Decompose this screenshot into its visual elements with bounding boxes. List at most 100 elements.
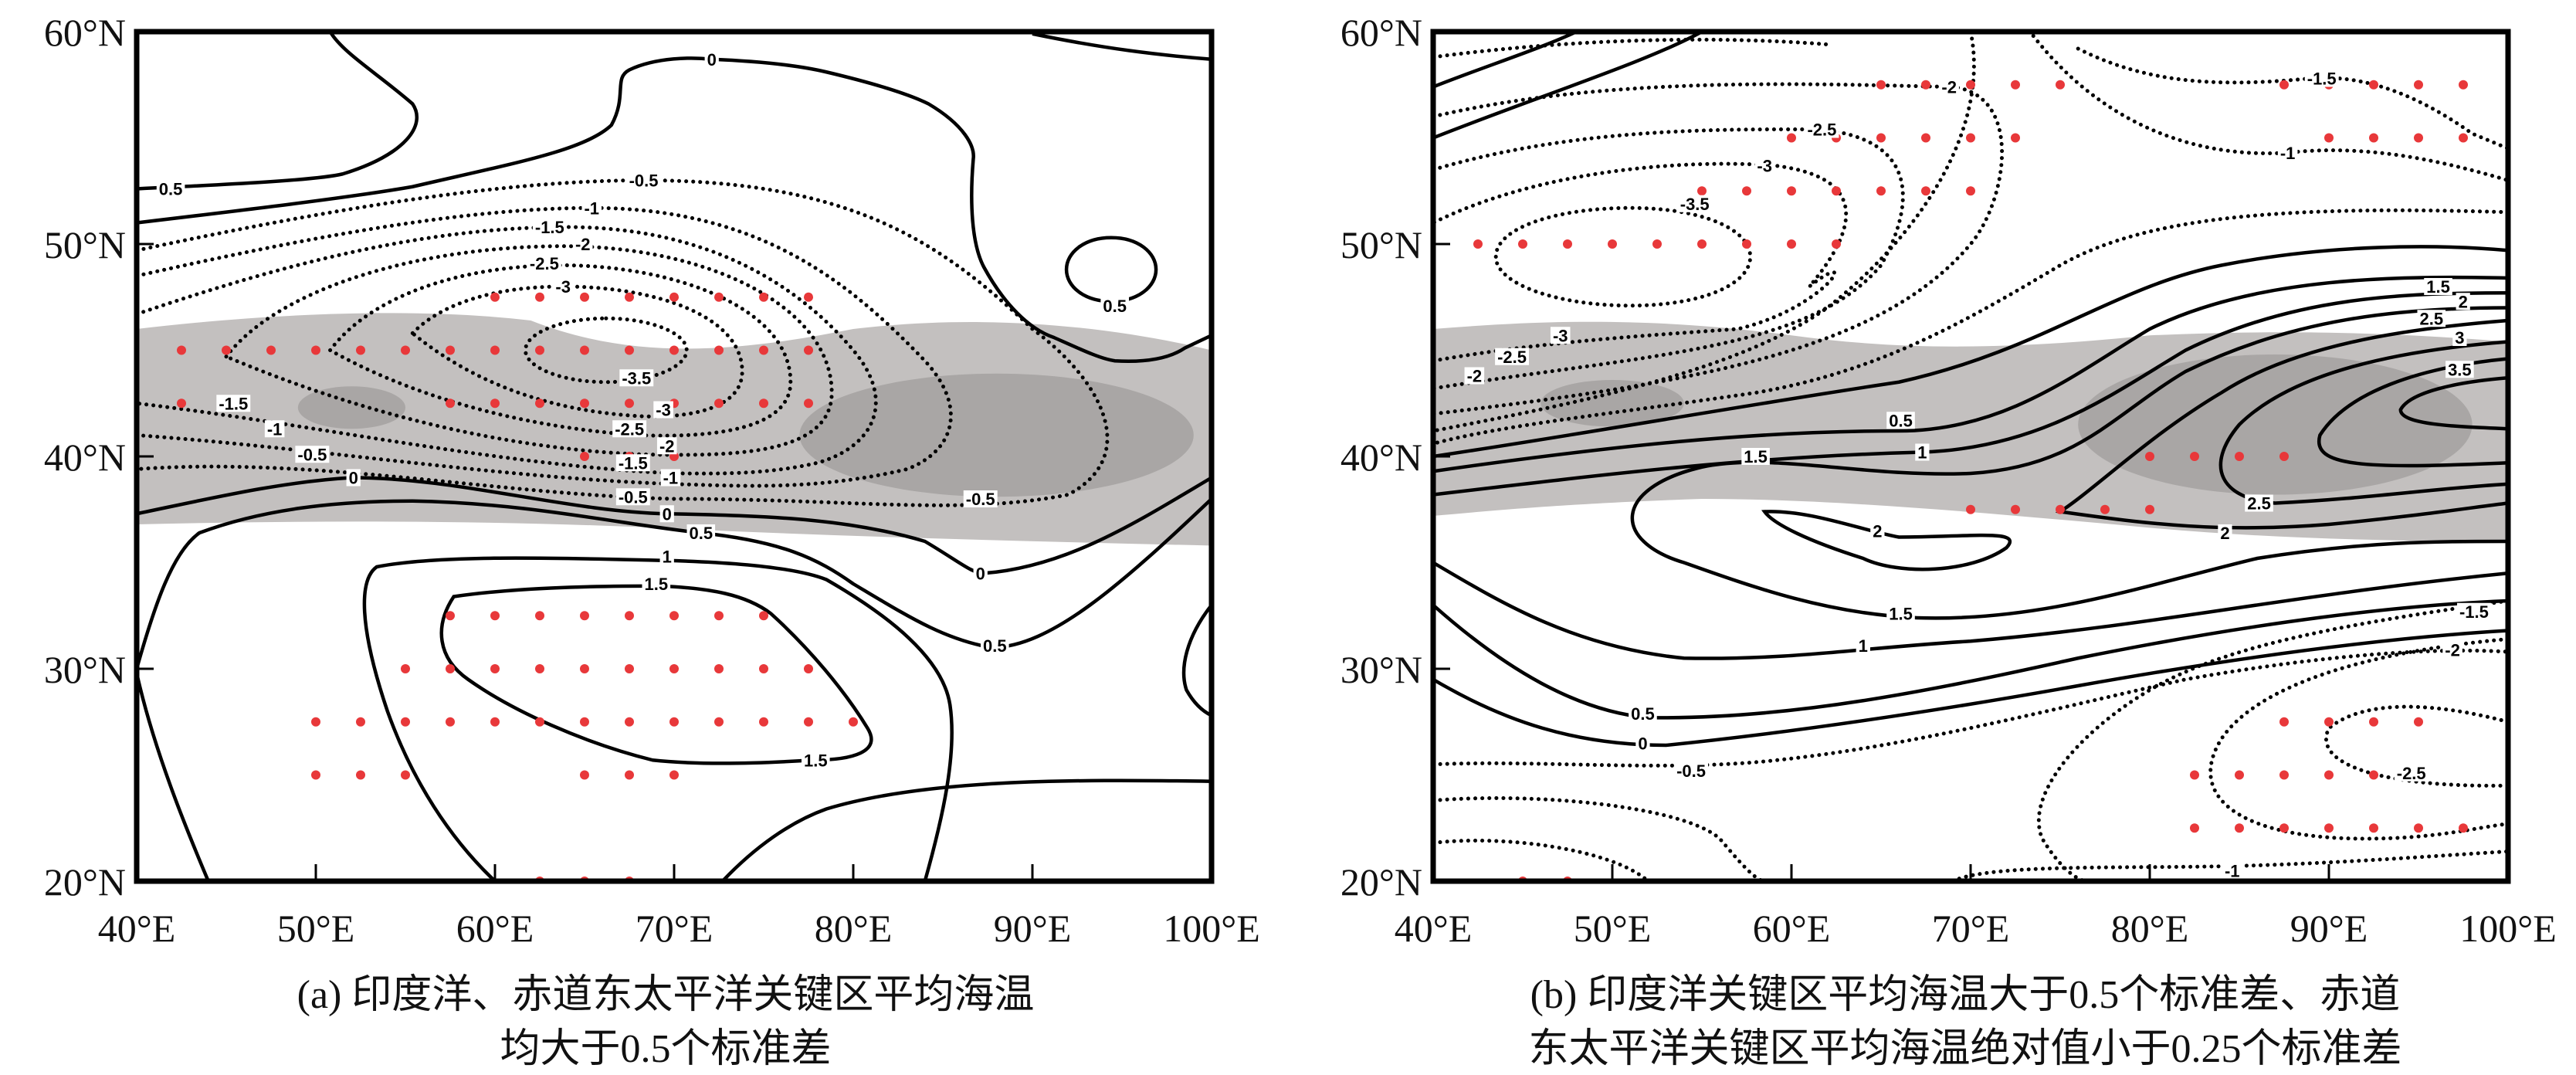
significance-dot [2145, 452, 2154, 461]
contour-label: -1 [2277, 144, 2298, 163]
contour-label: 0 [973, 564, 988, 583]
contour-label-text: 0.5 [690, 524, 713, 543]
significance-dot [2369, 717, 2378, 727]
significance-dot [669, 345, 679, 355]
contour-label: 1.5 [1886, 605, 1915, 624]
significance-dot [2279, 452, 2289, 461]
contour-label-text: 1 [663, 547, 672, 566]
contour-label: 2.5 [2245, 494, 2273, 514]
y-tick-label: 20°N [1341, 860, 1422, 904]
significance-dot [625, 664, 634, 673]
significance-dot [1608, 239, 1617, 249]
significance-dot [177, 345, 186, 355]
significance-dot [1742, 239, 1751, 249]
contour-label: -2.5 [2394, 764, 2429, 783]
contour-negative [226, 246, 832, 455]
significance-dot [759, 398, 768, 409]
x-tick-label: 100°E [2459, 907, 2557, 950]
significance-dot [535, 345, 544, 355]
significance-dot [669, 770, 679, 780]
x-tick-label: 40°E [1395, 907, 1473, 950]
contour-label: -2 [2442, 640, 2462, 660]
contour-label: -3.5 [619, 368, 654, 388]
contour-label: -2.5 [612, 419, 647, 439]
y-tick-label: 40°N [1341, 436, 1422, 479]
contour-label: -0.5 [963, 490, 998, 509]
significance-dot [1742, 186, 1751, 196]
significance-dot [625, 717, 634, 727]
contour-label-text: 2 [2459, 292, 2468, 311]
significance-dot [1832, 186, 1841, 196]
contour-label-text: 0.5 [159, 180, 183, 199]
significance-dot [2414, 80, 2423, 90]
significance-dot [759, 292, 768, 302]
contour-positive [2221, 342, 2508, 504]
significance-dot [490, 664, 500, 673]
significance-dot [804, 345, 813, 355]
significance-dot [356, 770, 365, 780]
significance-dot [580, 345, 589, 355]
significance-dot [580, 717, 589, 727]
contour-label-text: -3 [1553, 326, 1568, 345]
significance-dot [222, 345, 231, 355]
significance-dot [759, 664, 768, 673]
contour-negative [1496, 208, 1750, 306]
contour-label-text: 0.5 [1889, 411, 1913, 430]
contour-label: -2 [656, 436, 677, 456]
significance-dot [759, 345, 768, 355]
significance-dot [2011, 504, 2020, 514]
contour-label-text: 2.5 [2247, 494, 2271, 514]
contour-label: -1 [264, 419, 285, 439]
contour-label: -2.5 [1495, 348, 1530, 367]
shaded-band-dark [1541, 380, 1684, 427]
contour-label-text: 0 [1638, 734, 1647, 753]
contour-label: 0 [346, 469, 361, 488]
significance-dot [356, 717, 365, 727]
contour-label: -2 [1939, 78, 1959, 97]
significance-dot [311, 717, 320, 727]
contour-positive [1433, 32, 1577, 87]
contour-label-text: 3 [2455, 328, 2464, 348]
x-tick-label: 50°E [1574, 907, 1652, 950]
significance-dot [714, 345, 724, 355]
significance-dot [625, 611, 634, 621]
significance-dot [2279, 717, 2289, 727]
x-tick-label: 60°E [1753, 907, 1831, 950]
contour-label: 0.5 [980, 636, 1009, 656]
contour-positive [1032, 34, 1212, 59]
panel-caption-b: 东太平洋关键区平均海温绝对值小于0.25个标准差 [1528, 1027, 2401, 1071]
contour-label: -1 [581, 198, 602, 218]
x-tick-label: 100°E [1163, 907, 1260, 950]
contour-layer [1433, 32, 2508, 881]
contour-label: -1.5 [2304, 70, 2339, 89]
contour-label-text: 0 [663, 504, 672, 524]
significance-dot [266, 345, 276, 355]
contour-positive [1764, 511, 2010, 569]
contour-negative [137, 208, 951, 486]
contour-label-text: -2 [2445, 640, 2460, 660]
contour-negative [1433, 164, 1846, 361]
contour-label: -2.5 [1805, 120, 1839, 140]
shaded-band-dark [297, 386, 405, 429]
contour-label-text: 1.5 [1889, 605, 1913, 624]
significance-dot [1876, 80, 1886, 90]
significance-dot [804, 398, 813, 409]
contour-label-text: -2 [659, 436, 675, 456]
contour-negative [1433, 84, 2002, 414]
significance-dot [1518, 239, 1527, 249]
significance-dot [1966, 504, 1975, 514]
contour-label-text: -0.5 [619, 487, 648, 507]
contour-negative [330, 266, 791, 436]
contour-label: -3 [1550, 326, 1571, 345]
significance-dot [446, 345, 455, 355]
y-tick-label: 60°N [44, 11, 126, 54]
contour-label: -1.5 [216, 394, 251, 413]
significance-dot [2235, 823, 2244, 833]
contour-positive [1433, 277, 2508, 471]
contour-label-text: 1 [1917, 443, 1927, 463]
significance-dot [311, 770, 320, 780]
contour-negative [1433, 650, 2508, 765]
significance-dot [535, 717, 544, 727]
significance-dot [580, 611, 589, 621]
contour-positive [723, 781, 1212, 881]
